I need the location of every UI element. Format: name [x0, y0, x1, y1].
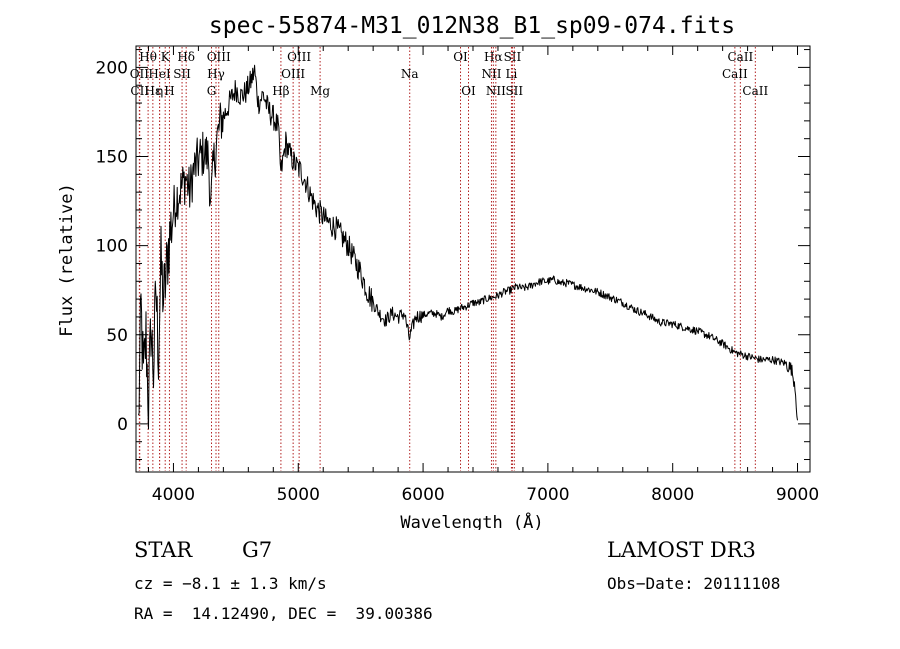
y-tick-label-0: 0 — [117, 415, 128, 435]
line-label-8: H — [164, 84, 174, 98]
line-label-16: Mg — [310, 84, 330, 98]
plot-frame — [135, 45, 811, 473]
line-label-0: Hθ — [139, 50, 157, 64]
x-tick-label-2: 6000 — [401, 485, 444, 505]
y-tick-label-3: 150 — [96, 148, 128, 168]
spectrum-line — [138, 64, 798, 430]
line-label-4: K — [161, 50, 171, 64]
line-label-17: Na — [401, 67, 419, 81]
line-label-9: Hδ — [177, 50, 195, 64]
line-label-21: SII — [504, 50, 522, 64]
line-label-3: Hε — [145, 84, 162, 98]
line-label-10: OIII — [207, 50, 231, 64]
line-label-7: SII — [173, 67, 191, 81]
x-axis-label: Wavelength (Å) — [400, 511, 543, 530]
line-label-28: CaII — [742, 84, 768, 98]
line-label-5: HeI — [148, 67, 171, 81]
survey-name: LAMOST DR3 — [607, 538, 756, 562]
line-label-14: OIII — [281, 67, 305, 81]
x-tick-label-1: 5000 — [277, 485, 320, 505]
line-label-20: Hα — [484, 50, 503, 64]
line-label-13: OIII — [287, 50, 311, 64]
redshift-value: cz = −8.1 ± 1.3 km/s — [134, 574, 327, 593]
y-tick-label-4: 200 — [96, 58, 128, 78]
line-label-24: NII — [486, 84, 506, 98]
line-label-27: CaII — [722, 67, 748, 81]
x-tick-label-3: 7000 — [526, 485, 569, 505]
line-label-15: Hβ — [272, 84, 289, 98]
axis-ticks: 4000 5000 6000 7000 8000 9000 0 50 100 150 200 — [96, 46, 819, 505]
y-tick-label-2: 100 — [96, 237, 128, 257]
object-subclass: G7 — [242, 538, 273, 562]
x-tick-label-5: 9000 — [776, 485, 819, 505]
line-label-25: SII — [505, 84, 523, 98]
object-class: STAR — [134, 538, 193, 562]
line-label-2: CII — [130, 84, 149, 98]
line-label-22: NII — [481, 67, 501, 81]
line-label-12: G — [207, 84, 217, 98]
spectrum-chart: spec-55874-M31_012N38_B1_sp09-074.fits H… — [57, 13, 819, 530]
spectrum-series — [138, 64, 798, 430]
observation-date: Obs−Date: 20111108 — [607, 574, 781, 593]
line-label-18: OI — [453, 50, 468, 64]
line-label-1: OII — [130, 67, 150, 81]
x-tick-label-4: 8000 — [651, 485, 694, 505]
chart-title: spec-55874-M31_012N38_B1_sp09-074.fits — [209, 13, 735, 39]
coordinates: RA = 14.12490, DEC = 39.00386 — [134, 604, 433, 623]
line-label-23: Li — [506, 67, 518, 81]
x-tick-label-0: 4000 — [152, 485, 195, 505]
line-label-6: η — [156, 84, 163, 98]
line-label-11: Hγ — [207, 67, 225, 81]
y-axis-label: Flux (relative) — [57, 183, 77, 337]
y-tick-label-1: 50 — [106, 326, 128, 346]
line-label-26: CaII — [727, 50, 753, 64]
line-label-19: OI — [461, 84, 476, 98]
